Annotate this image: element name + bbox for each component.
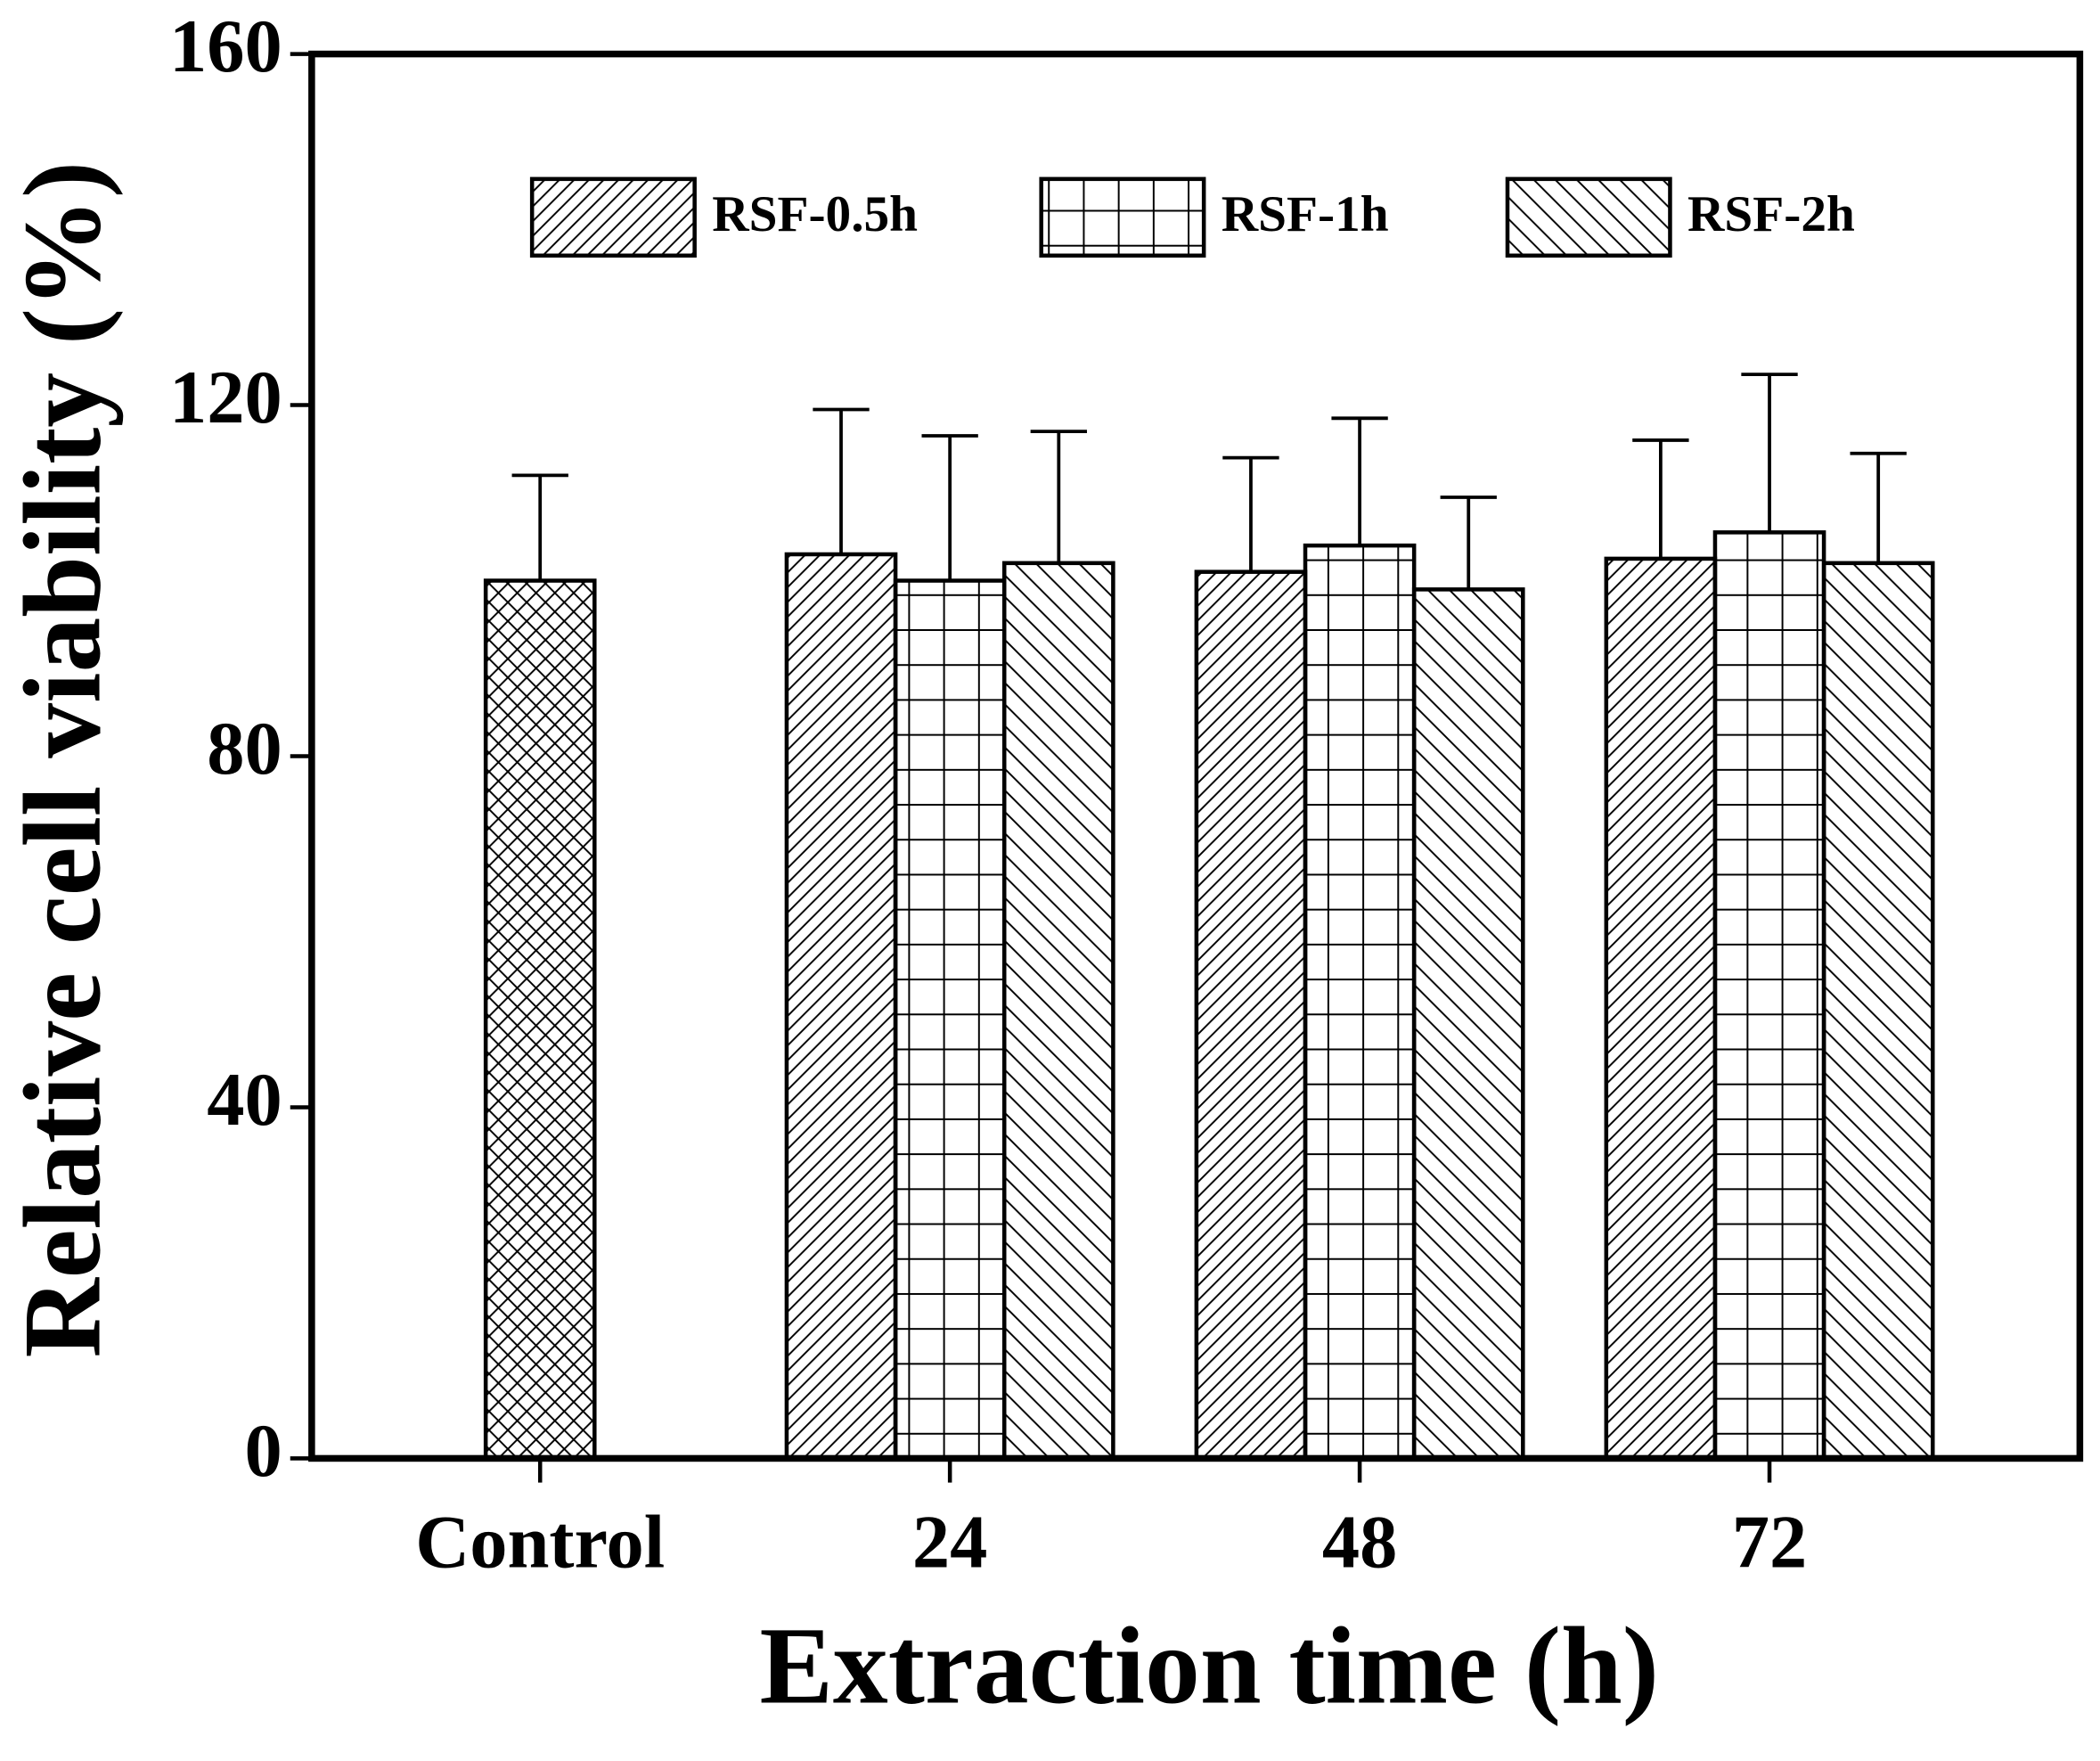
legend-label: RSF-0.5h [712, 186, 918, 242]
y-tick-label: 120 [169, 356, 282, 439]
y-axis-title: Relative cell viability (%) [1, 161, 123, 1358]
bar [893, 578, 1007, 1461]
bar [1411, 587, 1525, 1461]
legend-label: RSF-2h [1687, 186, 1855, 242]
x-axis-title: Extraction time (h) [759, 1605, 1658, 1727]
bar [1821, 561, 1935, 1461]
bar [1303, 543, 1417, 1461]
bar [1604, 556, 1718, 1461]
bar [1712, 530, 1826, 1461]
bar [784, 552, 898, 1461]
legend-swatch [1039, 176, 1206, 258]
bar [1194, 569, 1308, 1461]
x-tick-label: 72 [1732, 1501, 1807, 1584]
y-tick-label: 40 [207, 1059, 282, 1142]
plot-frame [308, 50, 2084, 1462]
legend-label: RSF-1h [1222, 186, 1389, 242]
legend-swatch [1505, 176, 1672, 258]
y-tick-label: 0 [244, 1410, 282, 1493]
y-tick-label: 80 [207, 708, 282, 790]
legend-swatch [529, 176, 697, 258]
x-tick-label: 24 [912, 1501, 987, 1584]
x-tick-label: Control [415, 1501, 665, 1584]
bar [1001, 561, 1115, 1461]
bar [483, 578, 597, 1461]
x-tick-label: 48 [1322, 1501, 1397, 1584]
y-tick-label: 160 [169, 5, 282, 88]
